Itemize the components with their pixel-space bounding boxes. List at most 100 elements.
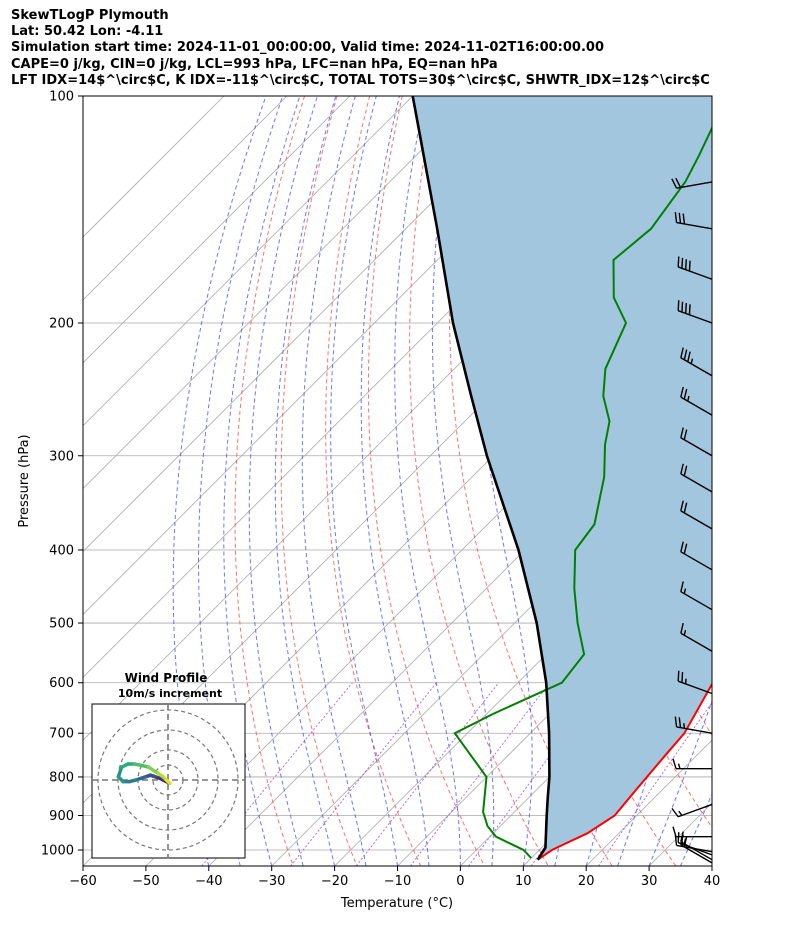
moist-adiabat-line [223, 96, 301, 866]
wind-barb [677, 256, 713, 280]
wind-barb-staff [677, 803, 713, 818]
wind-barb-flag [680, 386, 684, 398]
wind-barb [677, 670, 713, 695]
wind-profile-inset: Wind Profile 10m/s increment [91, 671, 246, 859]
moist-adiabat-line [248, 96, 318, 866]
wind-barb [674, 212, 713, 230]
wind-barb-flag [677, 832, 680, 843]
y-tick-label: 400 [49, 543, 74, 558]
dry-adiabat-line [728, 96, 794, 866]
x-tick-label: −30 [258, 874, 285, 889]
wind-barb-flag [675, 177, 682, 188]
isotherm-line [334, 488, 712, 866]
wind-barb-flag [674, 716, 678, 728]
hodograph [92, 704, 245, 858]
isotherm-line [83, 96, 413, 427]
isotherm-line [83, 96, 476, 490]
wind-barb-flag [680, 581, 684, 592]
wind-barb-flag [688, 304, 691, 315]
wind-barb [677, 300, 713, 324]
x-tick-label: −50 [132, 874, 159, 889]
moist-adiabat-line [680, 792, 712, 866]
wind-barb [680, 500, 713, 530]
wind-barb-flag [678, 810, 683, 816]
wind-barb-flag [683, 502, 688, 513]
wind-barb-flag [681, 672, 684, 683]
dry-adiabat-line [234, 96, 305, 866]
y-tick-label: 100 [49, 90, 74, 105]
wind-barb-flag [678, 212, 682, 224]
wind-barb-flag [678, 717, 682, 728]
x-tick-label: 0 [456, 874, 464, 889]
wind-barb-staff [680, 844, 713, 864]
wind-barb-staff [680, 357, 713, 377]
title-times: Simulation start time: 2024-11-01_00:00:… [11, 40, 604, 55]
inset-subtitle: 10m/s increment [118, 687, 222, 700]
wind-barb-flag [677, 670, 680, 682]
moist-adiabat-line [330, 96, 398, 866]
wind-barb [680, 427, 713, 457]
wind-barb-flag [683, 723, 686, 729]
moist-adiabat-line [711, 864, 712, 866]
wind-barb-flag [684, 259, 687, 270]
wind-barb-flag [680, 500, 684, 511]
wind-barb-flag [671, 807, 679, 818]
y-tick-label: 800 [49, 770, 74, 785]
moist-adiabat-line [172, 96, 267, 866]
wind-barb-flag [683, 349, 688, 360]
wind-barb-staff [676, 844, 713, 853]
moist-adiabat-line [431, 96, 495, 866]
wind-barb-staff [676, 726, 713, 734]
wind-barb [680, 581, 713, 611]
isotherm-line [83, 96, 351, 364]
wind-barb-staff [677, 310, 713, 324]
wind-barb-flag [677, 300, 680, 311]
cape-shade [412, 96, 712, 860]
wind-barb-flag [681, 301, 684, 313]
temperature-line [537, 681, 712, 861]
dry-adiabat-line [448, 96, 613, 866]
wind-barb-flag [680, 427, 684, 438]
dry-adiabat-line [367, 96, 485, 866]
wind-barb-staff [680, 551, 713, 571]
wind-barb [672, 758, 712, 770]
wind-barbs [671, 177, 713, 864]
y-tick-label: 1000 [41, 844, 74, 859]
isotherm-line [397, 550, 712, 866]
wind-barb-flag [677, 256, 680, 267]
moist-adiabat-line [648, 699, 712, 866]
wind-barb-flag [677, 763, 681, 769]
wind-barb-flag [683, 388, 688, 400]
mixing-ratio-line [409, 682, 550, 866]
wind-barb [674, 716, 713, 734]
x-tick-label: −60 [69, 874, 96, 889]
moist-adiabat-line [394, 96, 461, 866]
dry-adiabat-line [280, 96, 358, 866]
wind-barb-staff [677, 266, 713, 280]
wind-barb-flag [684, 302, 687, 314]
x-tick-label: 30 [641, 874, 658, 889]
wind-barb-flag [683, 465, 688, 477]
wind-barb-flag [672, 826, 677, 837]
y-axis-label: Pressure (hPa) [17, 434, 32, 527]
title-indices-2: LFT IDX=14$^\circ$C, K IDX=-11$^\circ$C,… [11, 73, 710, 88]
wind-barb-flag [690, 358, 694, 364]
wind-barb-flag [683, 838, 687, 844]
y-tick-label: 500 [49, 617, 74, 632]
profiles [411, 96, 712, 861]
title-coordinates: Lat: 50.42 Lon: -4.11 [11, 24, 164, 39]
wind-barb [680, 463, 713, 493]
wind-barb-flag [674, 212, 678, 223]
wind-barb-flag [680, 463, 684, 475]
wind-barb-flag [687, 351, 691, 362]
x-tick-label: 10 [515, 874, 532, 889]
wind-barb-staff [680, 591, 713, 611]
axes: Temperature (°C) Pressure (hPa) −60 −50 −4… [17, 90, 720, 912]
y-tick-label: 200 [49, 316, 74, 331]
y-tick-label: 600 [49, 676, 74, 691]
x-axis-label: Temperature (°C) [340, 896, 453, 911]
moist-adiabat-line [274, 96, 337, 866]
wind-barb-flag [680, 541, 684, 552]
wind-barb [672, 826, 712, 838]
moist-adiabat-line [360, 96, 430, 866]
